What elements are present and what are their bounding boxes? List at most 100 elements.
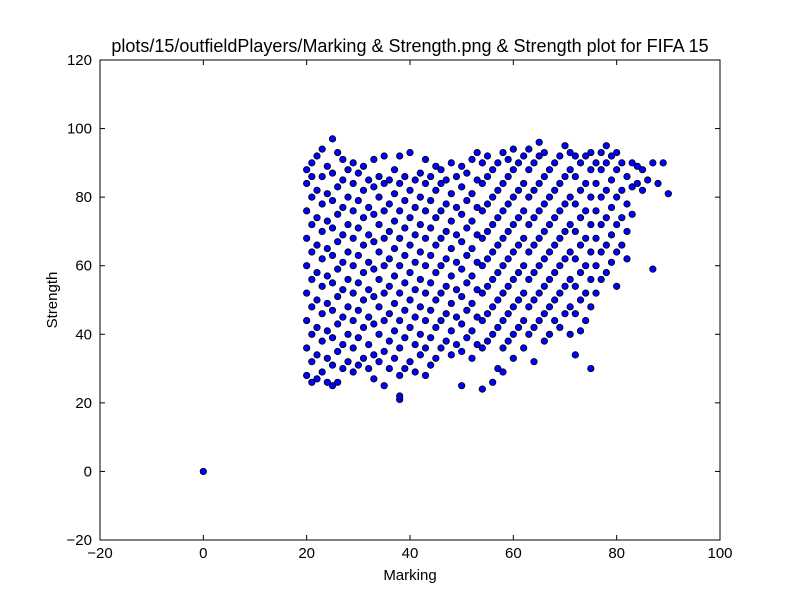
scatter-point bbox=[478, 385, 486, 393]
scatter-point bbox=[576, 159, 585, 167]
scatter-point bbox=[427, 251, 435, 260]
scatter-point bbox=[483, 152, 492, 160]
scatter-point bbox=[442, 200, 450, 208]
scatter-point bbox=[349, 344, 357, 352]
scatter-point bbox=[328, 224, 337, 232]
scatter-point bbox=[447, 190, 455, 198]
scatter-point bbox=[525, 275, 533, 284]
scatter-point bbox=[468, 190, 476, 198]
y-tick-label: 120 bbox=[67, 52, 92, 69]
scatter-point bbox=[406, 241, 414, 249]
scatter-point bbox=[458, 347, 466, 356]
scatter-point bbox=[396, 316, 404, 325]
scatter-point bbox=[468, 327, 476, 335]
scatter-point bbox=[432, 186, 440, 194]
scatter-point bbox=[545, 303, 554, 311]
scatter-point bbox=[561, 310, 569, 318]
scatter-point bbox=[323, 244, 331, 253]
scatter-point bbox=[545, 166, 554, 174]
scatter-point bbox=[452, 203, 461, 212]
scatter-point bbox=[509, 248, 517, 256]
scatter-point bbox=[576, 214, 585, 222]
scatter-point bbox=[303, 234, 311, 242]
y-tick-label: 0 bbox=[84, 463, 92, 480]
scatter-point bbox=[597, 275, 605, 284]
x-tick-label: 40 bbox=[402, 545, 419, 562]
scatter-point bbox=[540, 255, 548, 263]
scatter-point bbox=[633, 162, 641, 170]
scatter-point bbox=[499, 316, 507, 325]
scatter-point bbox=[442, 227, 450, 236]
scatter-point bbox=[613, 148, 621, 157]
scatter-point bbox=[303, 371, 311, 380]
scatter-point bbox=[411, 313, 419, 321]
scatter-point bbox=[416, 330, 424, 338]
scatter-point bbox=[509, 354, 517, 362]
scatter-point bbox=[442, 255, 450, 263]
scatter-point bbox=[587, 248, 595, 256]
scatter-point bbox=[504, 200, 512, 208]
scatter-point bbox=[349, 262, 357, 270]
scatter-point bbox=[602, 159, 610, 167]
scatter-point bbox=[339, 176, 347, 184]
scatter-point bbox=[509, 275, 517, 284]
scatter-point bbox=[370, 265, 378, 273]
scatter-point bbox=[582, 207, 590, 215]
scatter-point bbox=[447, 244, 455, 253]
scatter-point bbox=[380, 152, 388, 160]
scatter-point bbox=[313, 186, 321, 194]
scatter-point bbox=[551, 186, 559, 194]
scatter-point bbox=[499, 262, 507, 270]
scatter-point bbox=[375, 330, 383, 338]
scatter-point bbox=[318, 255, 326, 263]
scatter-point bbox=[308, 275, 316, 284]
scatter-point bbox=[401, 172, 409, 181]
scatter-point bbox=[576, 186, 585, 194]
scatter-point bbox=[587, 275, 595, 284]
scatter-point bbox=[597, 148, 605, 157]
scatter-point bbox=[370, 238, 378, 246]
scatter-point bbox=[556, 262, 564, 270]
scatter-point bbox=[339, 203, 347, 212]
scatter-point bbox=[354, 334, 362, 342]
scatter-point bbox=[551, 268, 559, 277]
scatter-point bbox=[334, 320, 342, 328]
scatter-point bbox=[623, 172, 631, 181]
scatter-point bbox=[437, 289, 445, 297]
scatter-point bbox=[468, 155, 476, 164]
scatter-point bbox=[551, 296, 559, 304]
scatter-point bbox=[411, 258, 419, 266]
scatter-point bbox=[535, 262, 543, 270]
scatter-point bbox=[308, 330, 316, 338]
scatter-point bbox=[602, 142, 610, 150]
scatter-point bbox=[375, 248, 383, 256]
scatter-point bbox=[432, 268, 440, 277]
scatter-point bbox=[380, 382, 388, 390]
y-tick-label: 40 bbox=[75, 326, 92, 343]
scatter-point bbox=[396, 207, 404, 215]
scatter-point bbox=[328, 135, 337, 143]
scatter-point bbox=[401, 334, 409, 342]
scatter-point bbox=[628, 210, 636, 218]
scatter-point bbox=[380, 207, 388, 215]
scatter-point bbox=[504, 155, 512, 164]
scatter-point bbox=[468, 217, 476, 225]
scatter-point bbox=[354, 196, 362, 205]
scatter-point bbox=[427, 172, 435, 181]
scatter-point bbox=[561, 142, 569, 150]
scatter-point bbox=[199, 467, 207, 476]
scatter-point bbox=[556, 207, 564, 215]
scatter-point bbox=[437, 234, 445, 242]
chart-title: plots/15/outfieldPlayers/Marking & Stren… bbox=[111, 36, 708, 56]
scatter-point bbox=[587, 364, 595, 373]
scatter-point bbox=[344, 248, 352, 256]
ticks-layer: −20 0 20 40 60 80 100 −20 0 20 40 60 80 100 120 bbox=[67, 52, 733, 562]
scatter-point bbox=[458, 320, 466, 328]
points-layer bbox=[199, 135, 672, 476]
scatter-point bbox=[334, 378, 342, 386]
scatter-point bbox=[427, 306, 435, 314]
scatter-point bbox=[447, 351, 455, 359]
scatter-point bbox=[375, 220, 383, 229]
scatter-point bbox=[401, 306, 409, 314]
scatter-point bbox=[432, 162, 440, 170]
